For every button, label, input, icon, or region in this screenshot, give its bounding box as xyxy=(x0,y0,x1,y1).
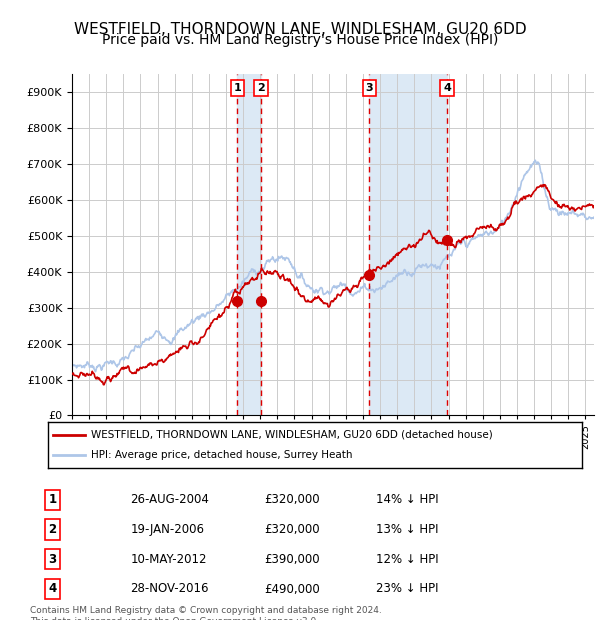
Text: 2: 2 xyxy=(48,523,56,536)
Text: 4: 4 xyxy=(443,83,451,93)
Text: 23% ↓ HPI: 23% ↓ HPI xyxy=(376,583,439,595)
Text: WESTFIELD, THORNDOWN LANE, WINDLESHAM, GU20 6DD (detached house): WESTFIELD, THORNDOWN LANE, WINDLESHAM, G… xyxy=(91,430,493,440)
Bar xyxy=(237,74,261,415)
Text: 3: 3 xyxy=(365,83,373,93)
Text: £320,000: £320,000 xyxy=(265,494,320,506)
Text: HPI: Average price, detached house, Surrey Heath: HPI: Average price, detached house, Surr… xyxy=(91,450,352,460)
Text: 26-AUG-2004: 26-AUG-2004 xyxy=(130,494,209,506)
Text: 2: 2 xyxy=(257,83,265,93)
Text: 14% ↓ HPI: 14% ↓ HPI xyxy=(376,494,439,506)
Text: 10-MAY-2012: 10-MAY-2012 xyxy=(130,553,207,565)
Text: Price paid vs. HM Land Registry's House Price Index (HPI): Price paid vs. HM Land Registry's House … xyxy=(102,33,498,47)
Text: Contains HM Land Registry data © Crown copyright and database right 2024.
This d: Contains HM Land Registry data © Crown c… xyxy=(30,606,382,620)
Text: £320,000: £320,000 xyxy=(265,523,320,536)
Text: 13% ↓ HPI: 13% ↓ HPI xyxy=(376,523,439,536)
Text: 19-JAN-2006: 19-JAN-2006 xyxy=(130,523,205,536)
Text: 3: 3 xyxy=(48,553,56,565)
Text: 4: 4 xyxy=(48,583,56,595)
Bar xyxy=(369,74,447,415)
Text: 12% ↓ HPI: 12% ↓ HPI xyxy=(376,553,439,565)
Text: 1: 1 xyxy=(233,83,241,93)
Text: 28-NOV-2016: 28-NOV-2016 xyxy=(130,583,209,595)
Text: WESTFIELD, THORNDOWN LANE, WINDLESHAM, GU20 6DD: WESTFIELD, THORNDOWN LANE, WINDLESHAM, G… xyxy=(74,22,526,37)
Text: £490,000: £490,000 xyxy=(265,583,320,595)
Text: 1: 1 xyxy=(48,494,56,506)
Text: £390,000: £390,000 xyxy=(265,553,320,565)
